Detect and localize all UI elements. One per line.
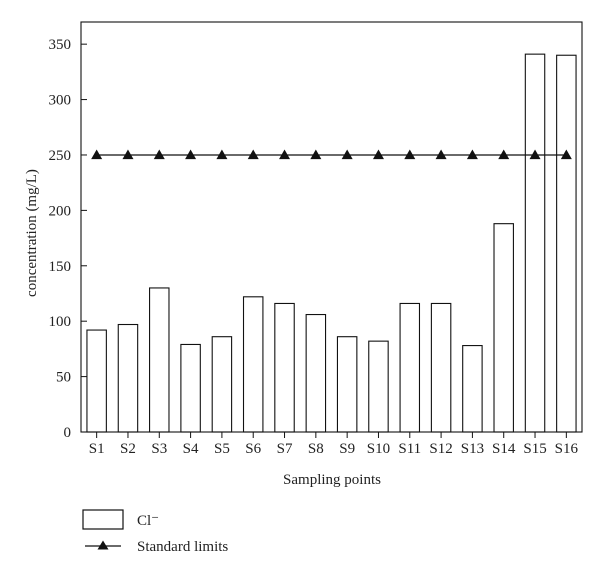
bar-S3 xyxy=(149,287,170,433)
x-tick-label: S7 xyxy=(277,441,293,457)
bar-S9 xyxy=(336,336,358,433)
legend: Cl⁻ Standard limits xyxy=(82,509,228,555)
bar-S7 xyxy=(274,302,295,433)
x-tick-label: S8 xyxy=(308,441,324,457)
plot-area xyxy=(80,21,583,433)
y-tick-label: 350 xyxy=(49,37,72,53)
x-tick-label: S15 xyxy=(523,441,546,457)
y-tick-label: 0 xyxy=(64,425,72,441)
bar-S11 xyxy=(399,302,421,433)
standard-limit-marker-S7 xyxy=(279,149,291,160)
x-tick-label: S11 xyxy=(398,441,421,457)
y-tick-label: 250 xyxy=(49,148,72,164)
legend-swatch-bar xyxy=(82,509,124,530)
y-tick-label: 100 xyxy=(49,314,72,330)
y-tick-label: 300 xyxy=(49,93,72,109)
standard-limit-marker-S11 xyxy=(404,149,416,160)
bar-S12 xyxy=(430,302,452,433)
bar-S15 xyxy=(524,53,546,433)
x-tick-label: S5 xyxy=(214,441,230,457)
legend-label-line: Standard limits xyxy=(137,539,228,555)
x-axis: S1 S2 S3 S4 S5 S6 S7 S8 S9 S10 S11 S12 S13 S14 S15 S16 xyxy=(89,432,579,457)
x-tick-label: S14 xyxy=(492,441,516,457)
legend-item-line: Standard limits xyxy=(85,539,228,555)
bar-S1 xyxy=(86,329,107,433)
standard-limit-marker-S16 xyxy=(560,149,572,160)
plot-frame xyxy=(80,21,583,433)
standard-limit-marker-S9 xyxy=(341,149,353,160)
standard-limit-marker-S14 xyxy=(498,149,510,160)
x-tick-label: S1 xyxy=(89,441,105,457)
standard-limit-marker-S10 xyxy=(372,149,384,160)
y-axis: 0 50 100 150 200 250 300 350 xyxy=(49,37,87,441)
x-tick-label: S9 xyxy=(339,441,355,457)
x-tick-label: S13 xyxy=(461,441,484,457)
bar-S14 xyxy=(493,223,514,433)
x-tick-label: S4 xyxy=(183,441,199,457)
x-tick-label: S3 xyxy=(151,441,167,457)
bar-S6 xyxy=(242,296,264,433)
x-axis-title: Sampling points xyxy=(283,472,381,488)
standard-limit-marker-S1 xyxy=(91,149,103,160)
bar-S16 xyxy=(556,54,577,433)
x-tick-label: S12 xyxy=(429,441,452,457)
standard-limit-marker-S6 xyxy=(247,149,259,160)
y-axis-title: concentration (mg/L) xyxy=(24,169,40,297)
standard-limit-marker-S5 xyxy=(216,149,228,160)
x-tick-label: S16 xyxy=(555,441,579,457)
bar-S5 xyxy=(211,336,233,433)
standard-limit-marker-S4 xyxy=(185,149,197,160)
y-tick-label: 200 xyxy=(49,203,72,219)
standard-limit-marker-S13 xyxy=(466,149,478,160)
standard-limit-marker-S2 xyxy=(122,149,134,160)
standard-limit-marker-S15 xyxy=(529,149,541,160)
legend-swatch-triangle-icon xyxy=(97,540,109,550)
x-tick-label: S10 xyxy=(367,441,390,457)
standard-limit-marker-S8 xyxy=(310,149,322,160)
legend-label-bar: Cl⁻ xyxy=(137,513,159,529)
bar-S13 xyxy=(462,345,483,433)
bar-S10 xyxy=(368,340,389,433)
bar-S8 xyxy=(305,313,327,433)
x-tick-label: S2 xyxy=(120,441,136,457)
legend-item-bar: Cl⁻ xyxy=(82,509,159,530)
x-tick-label: S6 xyxy=(245,441,261,457)
bar-S2 xyxy=(117,323,139,433)
standard-limit-marker-S3 xyxy=(153,149,165,160)
bar-S4 xyxy=(180,343,201,433)
standard-limit-marker-S12 xyxy=(435,149,447,160)
y-tick-label: 50 xyxy=(56,370,71,386)
y-tick-label: 150 xyxy=(49,259,72,275)
